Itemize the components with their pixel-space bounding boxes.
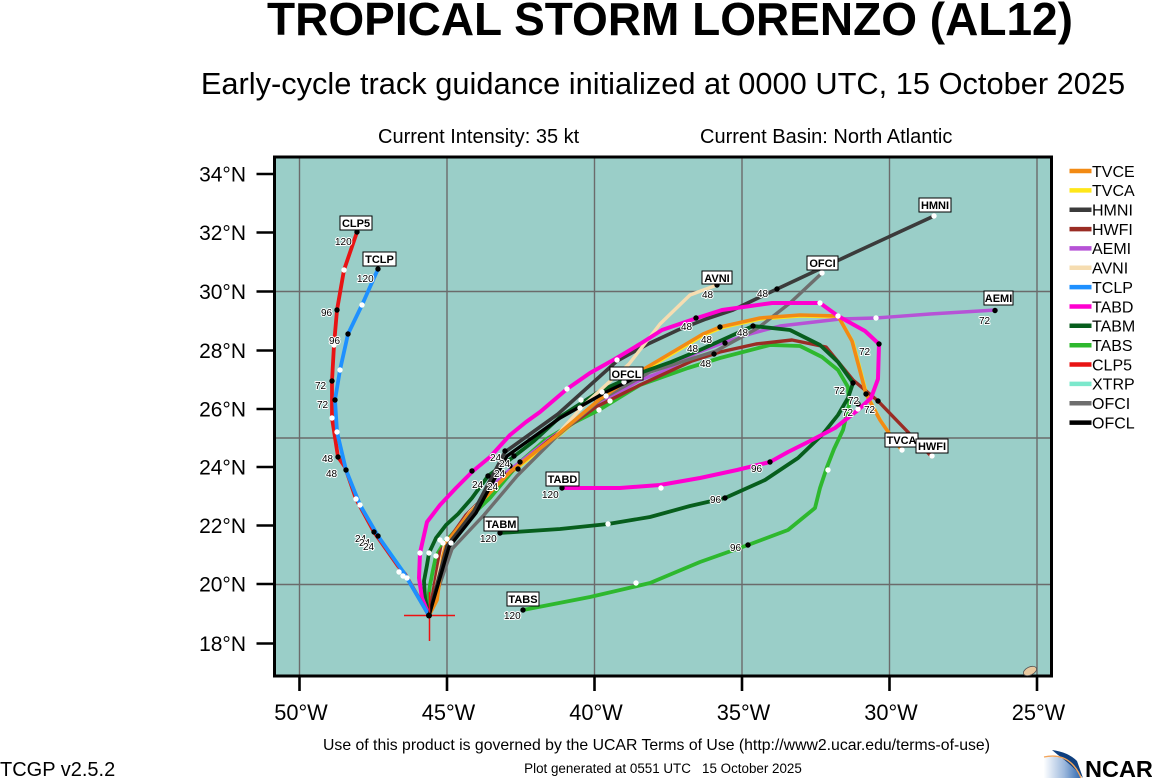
svg-text:72: 72 bbox=[979, 316, 991, 327]
svg-text:AVNI: AVNI bbox=[1092, 261, 1128, 278]
svg-text:TABM: TABM bbox=[486, 519, 517, 531]
svg-text:24: 24 bbox=[359, 538, 371, 549]
svg-text:72: 72 bbox=[834, 386, 846, 397]
svg-text:20°N: 20°N bbox=[199, 574, 246, 597]
svg-text:96: 96 bbox=[730, 543, 742, 554]
svg-text:120: 120 bbox=[335, 237, 352, 248]
svg-text:120: 120 bbox=[542, 490, 559, 501]
svg-text:72: 72 bbox=[859, 347, 871, 358]
svg-text:HMNI: HMNI bbox=[1092, 203, 1133, 220]
svg-text:TVCA: TVCA bbox=[887, 435, 917, 447]
svg-text:24: 24 bbox=[355, 534, 367, 545]
svg-text:HWFI: HWFI bbox=[1092, 222, 1133, 239]
svg-text:28°N: 28°N bbox=[199, 340, 246, 363]
svg-text:72: 72 bbox=[315, 381, 327, 392]
svg-text:48: 48 bbox=[737, 328, 749, 339]
svg-text:34°N: 34°N bbox=[199, 164, 246, 187]
svg-text:32°N: 32°N bbox=[199, 222, 246, 245]
svg-text:24°N: 24°N bbox=[199, 457, 246, 480]
svg-text:TABD: TABD bbox=[1092, 299, 1133, 316]
svg-text:OFCL: OFCL bbox=[1092, 415, 1135, 432]
svg-text:24: 24 bbox=[472, 480, 484, 491]
svg-text:AEMI: AEMI bbox=[1092, 241, 1131, 258]
svg-text:40°W: 40°W bbox=[569, 700, 623, 725]
svg-text:35°W: 35°W bbox=[717, 700, 771, 725]
svg-text:Use of this product is governe: Use of this product is governed by the U… bbox=[323, 737, 990, 754]
svg-text:48: 48 bbox=[687, 344, 699, 355]
svg-text:120: 120 bbox=[504, 611, 521, 622]
svg-text:120: 120 bbox=[480, 534, 497, 545]
svg-text:72: 72 bbox=[842, 408, 854, 419]
svg-text:Plot generated at 0551 UTC 1: Plot generated at 0551 UTC 15 October 20… bbox=[524, 761, 802, 776]
svg-text:45°W: 45°W bbox=[422, 700, 476, 725]
svg-text:24: 24 bbox=[499, 459, 511, 470]
svg-text:OFCL: OFCL bbox=[612, 369, 642, 381]
svg-text:XTRP: XTRP bbox=[1092, 377, 1135, 394]
svg-text:Current Intensity: 35 kt: Current Intensity: 35 kt bbox=[378, 126, 580, 148]
svg-text:22°N: 22°N bbox=[199, 515, 246, 538]
svg-text:30°N: 30°N bbox=[199, 281, 246, 304]
svg-text:TVCE: TVCE bbox=[1092, 164, 1135, 181]
svg-text:TABS: TABS bbox=[508, 594, 537, 606]
svg-text:AEMI: AEMI bbox=[985, 293, 1013, 305]
svg-text:24: 24 bbox=[494, 469, 506, 480]
svg-text:24: 24 bbox=[363, 542, 375, 553]
svg-text:96: 96 bbox=[321, 308, 333, 319]
svg-text:TABS: TABS bbox=[1092, 338, 1133, 355]
svg-text:26°N: 26°N bbox=[199, 399, 246, 422]
svg-text:48: 48 bbox=[326, 469, 338, 480]
svg-text:AVNI: AVNI bbox=[704, 273, 729, 285]
svg-text:30°W: 30°W bbox=[864, 700, 918, 725]
svg-text:72: 72 bbox=[864, 405, 876, 416]
svg-text:48: 48 bbox=[702, 290, 714, 301]
svg-text:72: 72 bbox=[317, 400, 329, 411]
svg-text:96: 96 bbox=[329, 336, 341, 347]
svg-text:48: 48 bbox=[700, 359, 712, 370]
svg-text:25°W: 25°W bbox=[1012, 700, 1066, 725]
svg-text:48: 48 bbox=[757, 289, 769, 300]
svg-text:TCGP v2.5.2: TCGP v2.5.2 bbox=[0, 759, 115, 780]
svg-text:48: 48 bbox=[322, 454, 334, 465]
svg-text:OFCI: OFCI bbox=[809, 258, 835, 270]
svg-text:48: 48 bbox=[681, 322, 693, 333]
svg-text:HMNI: HMNI bbox=[921, 200, 949, 212]
svg-text:TABM: TABM bbox=[1092, 319, 1135, 336]
svg-text:96: 96 bbox=[751, 464, 763, 475]
svg-text:HWFI: HWFI bbox=[918, 441, 946, 453]
svg-text:TABD: TABD bbox=[548, 474, 578, 486]
svg-text:TCLP: TCLP bbox=[365, 254, 394, 266]
svg-text:TVCA: TVCA bbox=[1092, 183, 1135, 200]
svg-text:50°W: 50°W bbox=[274, 700, 328, 725]
svg-text:CLP5: CLP5 bbox=[342, 218, 370, 230]
svg-text:Early-cycle track guidance ini: Early-cycle track guidance initialized a… bbox=[201, 66, 1125, 101]
svg-text:18°N: 18°N bbox=[199, 633, 246, 656]
svg-text:Current Basin: North Atlantic: Current Basin: North Atlantic bbox=[700, 126, 952, 148]
svg-text:NCAR: NCAR bbox=[1085, 756, 1152, 780]
svg-text:TROPICAL STORM LORENZO (AL12): TROPICAL STORM LORENZO (AL12) bbox=[267, 0, 1073, 45]
svg-text:120: 120 bbox=[357, 274, 374, 285]
svg-text:24: 24 bbox=[490, 453, 502, 464]
svg-text:48: 48 bbox=[701, 335, 713, 346]
svg-text:CLP5: CLP5 bbox=[1092, 357, 1132, 374]
svg-text:TCLP: TCLP bbox=[1092, 280, 1133, 297]
svg-text:24: 24 bbox=[487, 482, 499, 493]
svg-text:96: 96 bbox=[710, 495, 722, 506]
svg-text:OFCI: OFCI bbox=[1092, 396, 1130, 413]
svg-text:72: 72 bbox=[848, 396, 860, 407]
